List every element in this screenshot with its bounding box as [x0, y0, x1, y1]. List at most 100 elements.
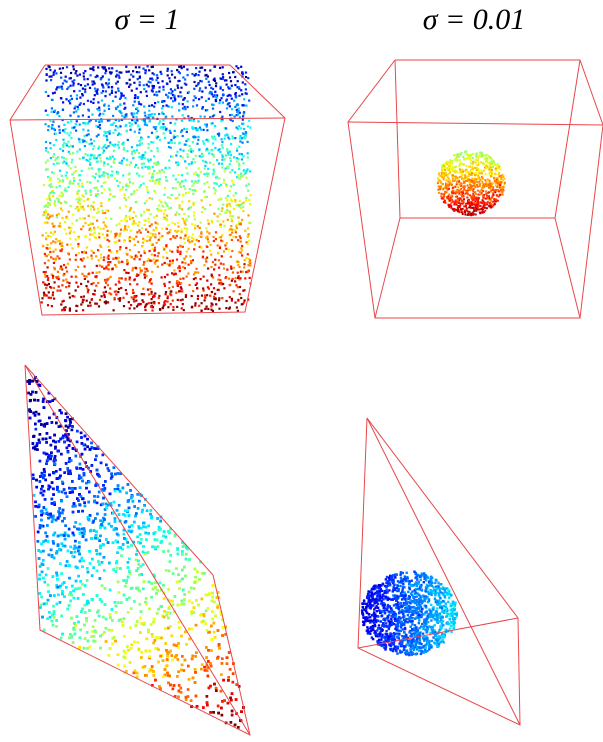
point [122, 157, 125, 160]
point [455, 159, 458, 162]
point [178, 184, 181, 187]
point [104, 224, 107, 227]
point [477, 173, 480, 175]
point [149, 288, 152, 291]
point [463, 187, 466, 190]
point [245, 184, 248, 187]
point [147, 116, 150, 119]
point [238, 87, 241, 90]
point [236, 110, 239, 113]
point [471, 211, 474, 214]
point [446, 176, 449, 179]
point [139, 156, 142, 159]
point [129, 83, 132, 86]
point [91, 113, 94, 116]
point [122, 148, 125, 151]
point [98, 119, 101, 122]
point [89, 229, 93, 232]
point [205, 73, 208, 77]
point [95, 124, 98, 128]
point [489, 175, 492, 178]
point [115, 257, 118, 260]
point [158, 138, 162, 141]
point [88, 86, 92, 89]
point [74, 105, 77, 108]
point [478, 156, 481, 159]
point [73, 179, 76, 182]
point [203, 182, 206, 185]
point [234, 105, 237, 108]
point [477, 198, 479, 201]
point [227, 248, 231, 251]
point [225, 184, 228, 187]
point [128, 78, 131, 81]
point [221, 158, 224, 161]
point [448, 179, 451, 182]
point [178, 72, 181, 75]
point [176, 161, 179, 164]
point [48, 194, 51, 197]
point [190, 180, 194, 183]
point [218, 246, 221, 250]
point [188, 119, 191, 122]
point [473, 203, 476, 206]
point [192, 99, 195, 102]
point [450, 195, 453, 198]
point [458, 211, 461, 214]
point [162, 119, 165, 122]
point [60, 76, 63, 79]
point [184, 179, 187, 182]
point [242, 115, 245, 118]
point [142, 67, 145, 70]
point [47, 253, 50, 256]
point [49, 119, 52, 122]
point [166, 82, 169, 86]
point [104, 171, 107, 174]
point [60, 191, 63, 194]
point [105, 69, 108, 72]
point [488, 179, 491, 182]
point [201, 159, 205, 162]
point [210, 308, 213, 311]
point [48, 247, 51, 250]
point [148, 109, 151, 112]
point [167, 306, 170, 309]
point [503, 177, 506, 180]
point [56, 86, 59, 89]
point [470, 188, 473, 191]
point [164, 116, 167, 119]
point [164, 300, 167, 303]
point [125, 252, 128, 255]
point [481, 206, 484, 209]
point [54, 159, 57, 162]
point [50, 256, 53, 259]
point [191, 150, 195, 153]
point [230, 84, 233, 87]
point [472, 213, 475, 216]
point [43, 213, 46, 216]
point [57, 212, 60, 216]
point [104, 181, 107, 184]
point [180, 230, 183, 233]
point [458, 163, 461, 166]
point [173, 99, 177, 102]
point [151, 78, 154, 81]
point [69, 114, 72, 117]
point [82, 140, 85, 143]
point [123, 240, 126, 243]
point [172, 235, 175, 238]
point [468, 206, 471, 209]
point [489, 187, 492, 190]
point [236, 309, 239, 312]
point [460, 190, 463, 193]
point [63, 307, 66, 310]
point [97, 147, 100, 150]
point [57, 180, 61, 184]
point [132, 192, 135, 195]
point [449, 161, 452, 164]
point [118, 181, 121, 184]
point [496, 163, 499, 165]
point [168, 287, 171, 290]
point [232, 266, 235, 269]
point [485, 181, 488, 184]
